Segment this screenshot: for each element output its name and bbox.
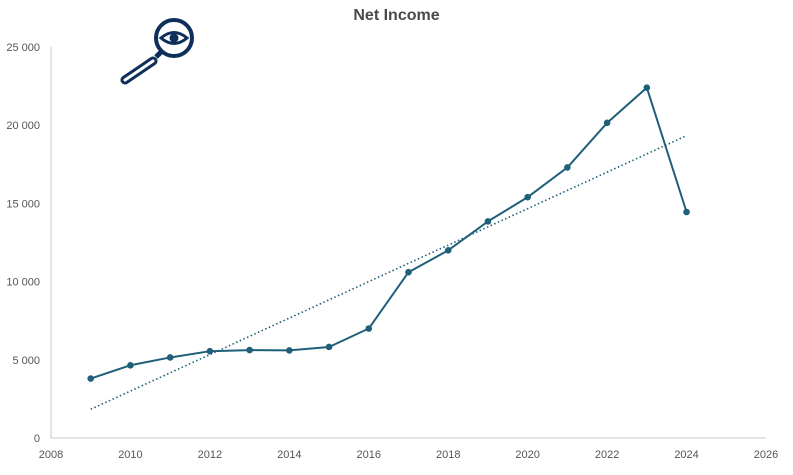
x-tick-label: 2024 (674, 449, 698, 461)
data-point (246, 346, 253, 354)
x-tick-label: 2018 (436, 449, 460, 461)
x-tick-label: 2014 (277, 449, 301, 461)
x-tick-label: 2020 (515, 449, 539, 461)
data-point (87, 375, 95, 382)
trendline (90, 134, 687, 411)
data-point (603, 119, 611, 127)
x-tick-label: 2026 (754, 449, 778, 461)
x-tick-label: 2016 (357, 449, 381, 461)
y-tick-label: 20 000 (6, 120, 40, 132)
data-point (405, 268, 412, 276)
data-point (206, 347, 214, 355)
data-point (524, 193, 531, 201)
y-tick-label: 10 000 (6, 277, 40, 289)
y-tick-label: 0 (34, 433, 40, 445)
y-tick-label: 25 000 (6, 42, 40, 54)
data-point (484, 218, 492, 225)
data-point (564, 164, 571, 171)
y-tick-label: 15 000 (6, 198, 40, 210)
x-tick-label: 2010 (118, 449, 142, 461)
data-point (683, 208, 690, 216)
chart-title: Net Income (353, 7, 440, 24)
x-tick-label: 2008 (39, 449, 63, 461)
y-tick-label: 5 000 (12, 355, 40, 367)
x-tick-label: 2012 (198, 449, 222, 461)
x-tick-label: 2022 (595, 449, 619, 461)
magnifier-eye-icon (120, 18, 194, 85)
data-point (286, 347, 293, 354)
data-point (325, 343, 333, 351)
data-point (365, 325, 373, 332)
series-line (90, 86, 688, 380)
data-point (643, 84, 651, 91)
data-point (166, 354, 174, 361)
data-point (127, 361, 134, 369)
data-point (444, 247, 452, 254)
